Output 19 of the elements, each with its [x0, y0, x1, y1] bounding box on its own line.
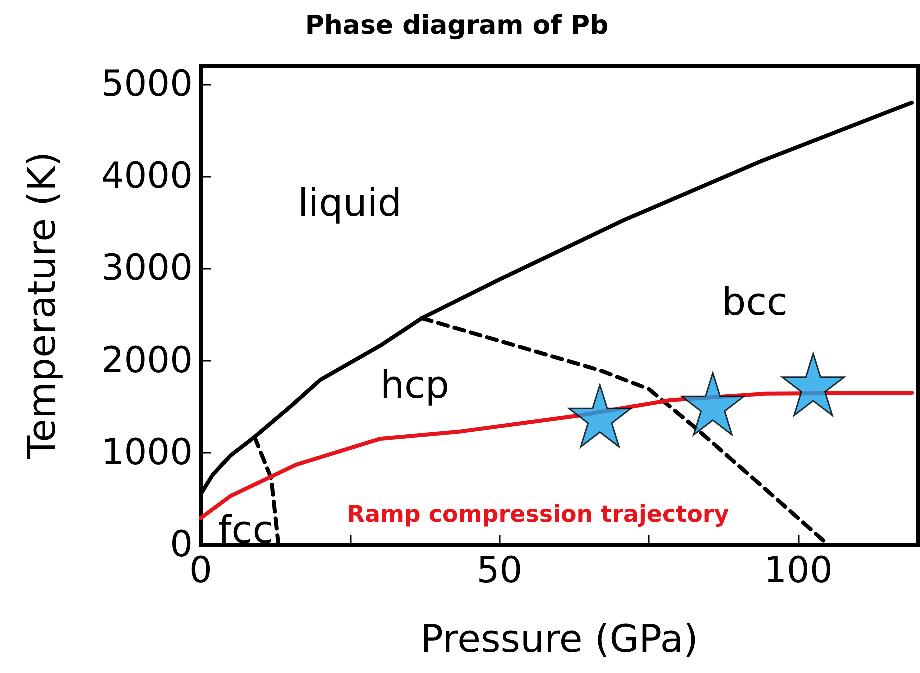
point [782, 352, 846, 416]
x-tick-label: 100 [764, 550, 833, 592]
y-tick-label: 2000 [101, 340, 193, 382]
point [681, 372, 745, 436]
chart-title: Phase diagram of Pb [305, 11, 609, 41]
y-tick-label: 1000 [101, 432, 193, 474]
y-tick-label: 4000 [101, 156, 193, 198]
y-tick-label: 3000 [101, 248, 193, 290]
y-tick-label: 5000 [101, 64, 193, 105]
annotation: liquid [298, 181, 402, 225]
point [568, 384, 632, 448]
text: Ramp compression trajectory [347, 502, 730, 528]
annotation: hcp [380, 363, 450, 407]
x-tick-label: 50 [476, 550, 523, 592]
y-tick-label: 0 [170, 524, 193, 566]
y-axis-title: Temperature (K) [20, 152, 64, 460]
annotation: bcc [722, 280, 788, 324]
x-axis-title: Pressure (GPa) [420, 617, 698, 661]
annotation: fcc [218, 508, 274, 552]
